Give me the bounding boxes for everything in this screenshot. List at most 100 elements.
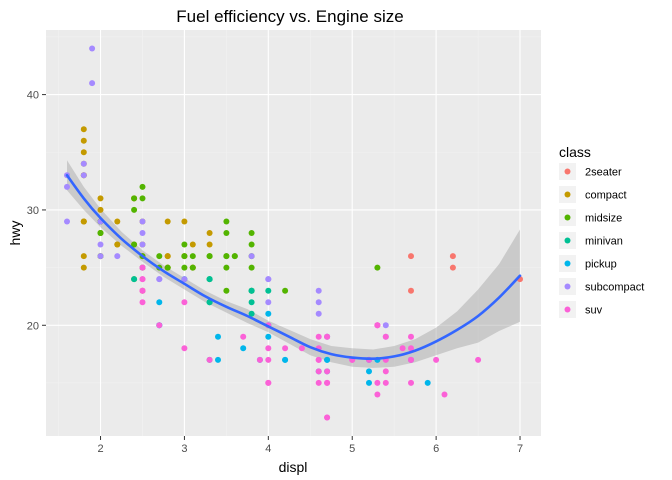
axes: 2 3 4 5 6 7 20 30 40 <box>27 90 523 455</box>
data-point-suv <box>282 345 289 352</box>
data-point-pickup <box>156 299 163 306</box>
legend-swatch-2seater <box>564 168 571 175</box>
data-point-suv <box>139 299 146 306</box>
data-point-midsize <box>223 230 230 236</box>
x-axis-title: displ <box>279 459 308 475</box>
data-point-compact <box>80 126 87 133</box>
x-tick-label: 4 <box>265 443 271 455</box>
data-point-midsize <box>131 241 138 248</box>
data-point-suv <box>139 276 146 283</box>
data-point-compact <box>80 253 87 260</box>
legend-label-suv: suv <box>585 305 603 317</box>
data-point-suv <box>382 333 389 340</box>
y-tick-label: 40 <box>27 90 39 102</box>
data-point-midsize <box>189 264 196 271</box>
y-tick-label: 30 <box>27 205 39 217</box>
legend-title: class <box>559 144 591 160</box>
data-point-subcompact <box>97 241 104 248</box>
data-point-pickup <box>324 356 331 363</box>
data-point-suv <box>265 356 272 363</box>
data-point-pickup <box>282 356 289 363</box>
data-point-subcompact <box>89 45 96 52</box>
data-point-subcompact <box>80 160 87 167</box>
data-point-subcompact <box>89 80 96 87</box>
data-point-midsize <box>231 253 238 260</box>
data-point-suv <box>374 379 381 386</box>
data-point-compact <box>80 137 87 144</box>
data-point-subcompact <box>80 172 87 179</box>
data-point-suv <box>256 356 263 363</box>
data-point-suv <box>408 379 414 386</box>
legend-label-compact: compact <box>585 190 627 202</box>
legend-label-2seater: 2seater <box>585 167 622 179</box>
legend-label-pickup: pickup <box>585 259 617 271</box>
data-point-midsize <box>181 264 188 271</box>
legend-swatch-suv <box>564 306 571 313</box>
plot-panel <box>46 30 541 436</box>
legend-swatch-pickup <box>564 260 571 267</box>
data-point-midsize <box>282 287 289 294</box>
confidence-band-area <box>67 160 520 368</box>
data-point-suv <box>265 345 272 352</box>
data-point-suv <box>240 333 247 340</box>
data-point-suv <box>374 322 381 329</box>
data-point-subcompact <box>315 299 322 306</box>
data-point-suv <box>324 368 331 375</box>
data-point-subcompact <box>265 299 272 306</box>
data-point-2seater <box>408 287 414 294</box>
smooth-line <box>65 174 522 361</box>
data-point-suv <box>206 356 213 363</box>
data-point-midsize <box>164 264 171 271</box>
data-point-pickup <box>265 333 272 340</box>
data-point-midsize <box>248 241 255 248</box>
data-point-suv <box>315 368 322 375</box>
data-point-pickup <box>215 333 221 340</box>
data-point-subcompact <box>64 183 70 190</box>
data-point-compact <box>80 149 87 156</box>
data-point-subcompact <box>139 241 146 248</box>
data-point-subcompact <box>139 218 146 225</box>
data-point-suv <box>408 333 414 340</box>
data-point-midsize <box>223 287 230 294</box>
data-point-minivan <box>265 287 272 294</box>
data-point-midsize <box>139 195 146 202</box>
data-point-compact <box>97 206 104 213</box>
data-point-subcompact <box>248 253 255 260</box>
data-point-compact <box>206 241 213 248</box>
data-point-minivan <box>248 287 255 294</box>
legend-swatch-subcompact <box>564 283 571 290</box>
data-point-midsize <box>181 253 188 260</box>
data-point-suv <box>324 414 331 421</box>
data-point-suv <box>408 345 414 352</box>
data-point-subcompact <box>315 287 322 294</box>
data-point-compact <box>206 230 213 236</box>
data-point-2seater <box>408 253 414 260</box>
data-point-subcompact <box>181 276 188 283</box>
data-point-pickup <box>424 379 431 386</box>
data-point-midsize <box>189 253 196 260</box>
data-point-compact <box>80 218 87 225</box>
data-point-midsize <box>139 183 146 190</box>
data-point-compact <box>164 218 171 225</box>
data-point-pickup <box>366 379 372 386</box>
data-point-minivan <box>131 276 138 283</box>
data-point-2seater <box>449 253 456 260</box>
data-point-subcompact <box>114 253 121 260</box>
data-point-pickup <box>215 356 221 363</box>
data-point-minivan <box>248 310 255 317</box>
legend-swatch-midsize <box>564 214 571 221</box>
x-tick-label: 2 <box>97 443 103 455</box>
chart-title: Fuel efficiency vs. Engine size <box>176 7 403 26</box>
x-tick-label: 5 <box>349 443 355 455</box>
data-point-midsize <box>97 230 104 236</box>
data-point-midsize <box>131 195 138 202</box>
y-tick-label: 20 <box>27 320 39 332</box>
data-point-suv <box>382 368 389 375</box>
data-points <box>64 45 523 421</box>
data-point-midsize <box>223 253 230 260</box>
x-tick-label: 7 <box>517 443 523 455</box>
data-point-suv <box>139 287 146 294</box>
data-point-midsize <box>156 253 163 260</box>
data-point-suv <box>374 391 381 398</box>
data-point-midsize <box>131 206 138 213</box>
